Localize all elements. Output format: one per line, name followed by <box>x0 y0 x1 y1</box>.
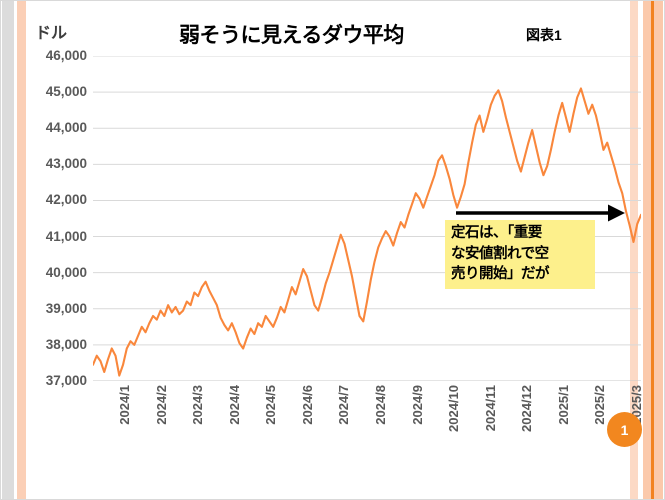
line-chart-svg <box>93 56 641 381</box>
right-edge-stripe-orange <box>651 1 654 499</box>
y-axis-tick-label: 42,000 <box>45 192 87 208</box>
annotation-line-3: 売り開始」だが <box>451 266 550 283</box>
y-axis-tick-label: 43,000 <box>45 156 87 172</box>
annotation-line-1: 定石は、「重要 <box>451 225 542 241</box>
right-edge-stripe-white <box>638 1 643 499</box>
y-axis-tick-label: 41,000 <box>45 228 87 244</box>
left-edge-stripe-gray <box>2 1 14 499</box>
y-axis-tick-label: 38,000 <box>45 336 87 352</box>
y-axis-tick-label: 37,000 <box>45 373 87 388</box>
page-title: 弱そうに見えるダウ平均 <box>179 24 404 47</box>
left-edge-stripe-white <box>14 1 17 499</box>
right-edge-stripe-peach-outer <box>630 1 638 499</box>
x-axis-tick-label: 2024/6 <box>299 385 315 425</box>
x-axis-tick-label: 2024/11 <box>482 385 498 432</box>
right-edge-stripe-peach <box>643 1 651 499</box>
x-axis-tick-label: 2024/8 <box>373 385 388 425</box>
x-axis-tick-label: 2024/7 <box>336 385 352 425</box>
annotation-line-2: な安値割れで空 <box>451 245 549 262</box>
y-axis-tick-label: 40,000 <box>45 264 87 280</box>
y-axis-tick-labels: 37,000 38,000 39,000 40,000 41,000 42,000 43,0… <box>1 1 87 499</box>
x-axis-tick-label: 2025/2 <box>592 385 608 425</box>
x-axis-tick-labels: 2024/1 2024/2 2024/3 2024/4 2024/5 2024/6 2024… <box>93 385 653 465</box>
x-axis-tick-label: 2024/2 <box>153 385 169 425</box>
y-axis-tick-label: 39,000 <box>45 300 87 316</box>
annotation-callout: 定石は、「重要 な安値割れで空 売り開始」だが <box>445 220 595 289</box>
x-axis-tick-label: 2024/3 <box>190 385 206 425</box>
x-axis-tick-label: 2024/10 <box>446 385 462 432</box>
right-edge-stripe-peach-inner <box>654 1 663 499</box>
page-number-badge: 1 <box>607 412 642 447</box>
left-edge-stripe-peach <box>17 1 26 499</box>
y-axis-tick-label: 45,000 <box>45 84 87 100</box>
x-axis-tick-label: 2024/9 <box>409 385 425 425</box>
left-edge-stripe-white-2 <box>26 1 29 499</box>
y-axis-unit-label: ドル <box>35 25 68 42</box>
chart-plot-area <box>93 56 641 381</box>
x-axis-tick-label: 2024/1 <box>117 385 133 425</box>
x-axis-tick-label: 2024/12 <box>519 385 535 432</box>
y-axis-tick-label: 44,000 <box>45 120 87 136</box>
chart-gridlines <box>93 56 641 381</box>
x-axis-tick-label: 2024/4 <box>226 385 242 425</box>
x-axis-tick-label: 2024/5 <box>263 385 279 425</box>
x-axis-tick-label: 2025/1 <box>555 385 571 425</box>
dow-average-line <box>93 87 641 377</box>
figure-number-label: 図表1 <box>526 27 562 43</box>
y-axis-tick-label: 46,000 <box>45 48 87 63</box>
